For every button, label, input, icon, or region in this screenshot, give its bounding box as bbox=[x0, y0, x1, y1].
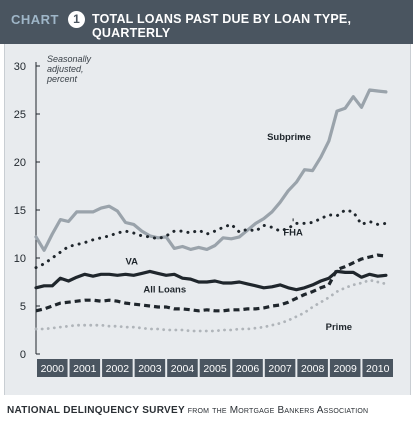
y-tick-label: 30 bbox=[14, 61, 26, 73]
x-tick-box bbox=[37, 359, 68, 377]
x-tick-box bbox=[134, 359, 166, 377]
x-tick-label: 2003 bbox=[138, 363, 162, 375]
plot-panel: 0 5 10 15 20 25 30 Seasonally adjusted, percent 20… bbox=[4, 44, 411, 395]
x-tick-label: 2002 bbox=[106, 363, 130, 375]
x-tick-box bbox=[232, 359, 263, 377]
x-tick-box bbox=[264, 359, 296, 377]
x-tick-box bbox=[297, 359, 328, 377]
series-line-fha bbox=[34, 208, 388, 270]
annotation-subprime: Subprime bbox=[267, 132, 311, 143]
y-tick-label: 25 bbox=[14, 109, 26, 121]
x-tick-label: 2006 bbox=[236, 363, 260, 375]
source-attribution: from the Mortgage Bankers Association bbox=[187, 405, 369, 416]
chart-title: TOTAL LOANS PAST DUE BY LOAN TYPE, QUART… bbox=[92, 12, 352, 40]
x-tick-label: 2009 bbox=[334, 363, 358, 375]
chart-header: CHART 1 TOTAL LOANS PAST DUE BY LOAN TYP… bbox=[0, 0, 413, 44]
y-tick-label: 15 bbox=[14, 205, 26, 217]
y-axis-label: Seasonally adjusted, percent bbox=[46, 54, 92, 84]
x-tick-label: 2005 bbox=[203, 363, 227, 375]
x-tick-label: 2001 bbox=[73, 363, 97, 375]
annotation-all-loans: All Loans bbox=[143, 285, 186, 296]
source-footer: NATIONAL DELINQUENCY SURVEY from the Mor… bbox=[7, 405, 368, 416]
chart-number-badge: 1 bbox=[68, 11, 85, 28]
x-tick-box bbox=[199, 359, 231, 377]
y-tick-label: 10 bbox=[14, 253, 26, 265]
series-line-prime bbox=[34, 278, 388, 333]
x-tick-label: 2007 bbox=[268, 363, 292, 375]
source-name: NATIONAL DELINQUENCY SURVEY bbox=[7, 405, 185, 416]
series-line-subprime bbox=[34, 88, 388, 252]
x-tick-box bbox=[102, 359, 133, 377]
chart-label: CHART bbox=[11, 12, 59, 27]
series-line-va bbox=[34, 269, 388, 292]
annotation-fha: FHA bbox=[283, 227, 303, 238]
x-tick-box bbox=[69, 359, 101, 377]
x-tick-label: 2000 bbox=[41, 363, 65, 375]
x-tick-label: 2004 bbox=[171, 363, 195, 375]
y-tick-label: 0 bbox=[20, 349, 26, 361]
x-tick-box bbox=[167, 359, 198, 377]
x-tick-label: 2008 bbox=[301, 363, 325, 375]
x-tick-box bbox=[329, 359, 361, 377]
y-tick-label: 5 bbox=[20, 301, 26, 313]
annotation-va: VA bbox=[126, 257, 139, 268]
x-tick-box bbox=[362, 359, 393, 377]
annotation-prime: Prime bbox=[326, 322, 352, 333]
y-tick-label: 20 bbox=[14, 157, 26, 169]
x-tick-label: 2010 bbox=[366, 363, 390, 375]
line-chart: 0 5 10 15 20 25 30 Seasonally adjusted, percent 20… bbox=[14, 54, 393, 377]
